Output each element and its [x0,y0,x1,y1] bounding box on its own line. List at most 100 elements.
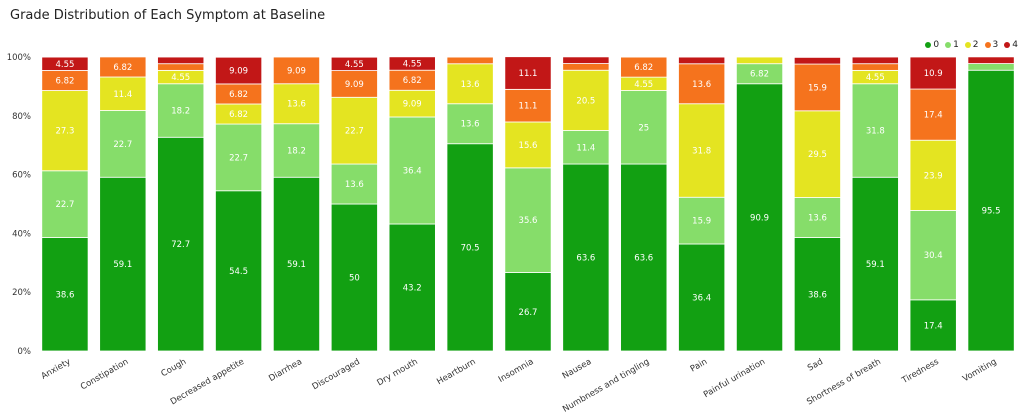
bar-segment-4 [851,56,899,65]
bar-segment-0 [793,237,841,352]
bar-segment-3 [678,63,726,105]
bar-segment-1 [909,210,957,301]
data-label: 95.5 [982,207,1001,217]
data-label: 4.55 [403,60,422,70]
bar-segment-3 [909,88,957,141]
x-tick-label: Tiredness [900,357,942,387]
x-tick-label: Discouraged [311,357,362,392]
bar-segment-2 [793,110,841,198]
bar-segment-0 [99,176,147,352]
data-label: 36.4 [403,166,422,176]
bar-segment-1 [620,90,668,165]
data-label: 54.5 [229,267,248,277]
bar-segment-4 [909,56,957,90]
x-tick-label: Pain [689,357,709,375]
legend-marker [925,42,932,48]
data-label: 13.6 [461,80,480,90]
bar-segment-2 [735,56,784,65]
data-label: 15.9 [692,217,711,227]
bar-segment-3 [793,63,841,112]
x-tick-label: Anxiety [40,357,73,382]
legend-marker [984,42,991,48]
data-label: 31.8 [692,146,711,156]
x-tick-label: Cough [160,357,189,379]
data-label: 30.4 [924,251,943,261]
data-label: 4.55 [866,73,885,83]
legend-marker [945,42,952,48]
y-tick-label: 80% [12,112,31,122]
bar-segment-0 [446,143,494,352]
bar-segment-3 [504,88,552,123]
data-label: 23.9 [924,171,943,181]
data-label: 27.3 [55,127,74,137]
data-label: 18.2 [171,107,190,117]
legend-item: 3 [984,40,999,50]
bar-segment-0 [562,163,610,352]
bar-segment-1 [330,163,378,205]
bar-segment-4 [967,56,1015,64]
data-label: 6.82 [403,76,422,86]
data-label: 6.82 [750,70,769,80]
data-label: 26.7 [519,308,538,318]
bar-segment-1 [41,170,89,238]
bar-segment-3 [330,70,378,98]
data-label: 17.4 [924,321,943,331]
data-label: 20.5 [576,96,595,106]
x-tick-label: Constipation [79,357,130,392]
data-label: 63.6 [634,254,653,264]
data-label: 59.1 [866,260,885,270]
data-label: 13.6 [808,214,827,224]
data-label: 31.8 [866,127,885,137]
data-label: 13.6 [345,180,364,190]
bar-segment-3 [157,63,205,71]
chart-title: Grade Distribution of Each Symptom at Ba… [10,8,326,23]
bar-segment-1 [99,110,147,178]
bar-segment-4 [562,56,610,64]
y-tick-label: 60% [12,171,31,181]
bar-segment-3 [99,56,147,78]
bar-segment-4 [215,56,263,85]
data-label: 4.55 [634,80,653,90]
bar-segment-1 [215,123,263,192]
y-tick-label: 40% [12,229,31,239]
data-label: 4.55 [171,73,190,83]
bar-segment-4 [330,56,378,71]
bar-segment-2 [678,103,726,198]
data-label: 29.5 [808,150,827,160]
bar-segment-0 [272,176,321,352]
legend-marker [964,42,971,48]
bar-segment-1 [157,83,205,138]
data-label: 25 [638,123,649,133]
data-label: 15.9 [808,83,827,93]
bar-segment-4 [678,56,726,65]
bar-segment-4 [41,56,89,71]
data-label: 13.6 [461,120,480,130]
bar-segment-1 [272,123,321,178]
bar-segment-1 [678,196,726,245]
data-label: 13.6 [692,80,711,90]
x-tick-label: Insomnia [497,357,536,385]
bar-segment-0 [157,136,205,352]
legend-label: 2 [972,40,979,50]
data-label: 22.7 [113,140,132,150]
data-label: 6.82 [229,110,248,120]
data-label: 22.7 [55,200,74,210]
data-label: 18.2 [287,146,306,156]
data-label: 4.55 [55,60,74,70]
legend-label: 0 [933,40,940,50]
data-label: 9.09 [287,66,306,76]
data-label: 22.7 [229,153,248,163]
legend-label: 4 [1012,40,1018,50]
legend-item: 2 [964,40,979,50]
y-tick-label: 100% [7,53,31,63]
data-label: 63.6 [576,254,595,264]
bar-segment-0 [620,163,668,352]
data-label: 15.6 [519,141,538,151]
legend-item: 1 [945,40,959,50]
bar-segment-3 [851,63,899,71]
x-tick-label: Nausea [561,357,594,382]
data-label: 9.09 [345,80,364,90]
legend-label: 3 [992,40,999,50]
bar-segment-2 [388,89,436,118]
data-label: 10.9 [924,69,943,79]
